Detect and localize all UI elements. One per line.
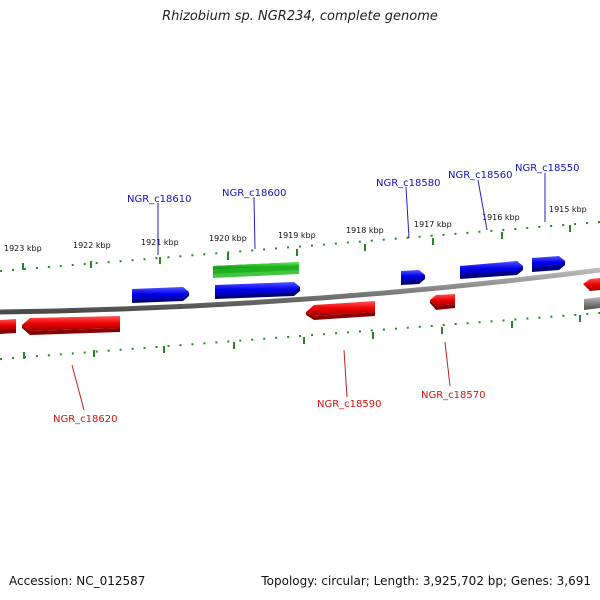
reverse-ruler	[0, 312, 600, 360]
gene-arrow-NGR_c18590[interactable]	[306, 301, 375, 320]
reverse-gene-labels: NGR_c18620 NGR_c18590 NGR_c18570	[53, 341, 486, 425]
topology-summary-text: Topology: circular; Length: 3,925,702 bp…	[261, 574, 591, 588]
kbp-label: 1921 kbp	[141, 238, 179, 247]
kbp-label: 1919 kbp	[278, 231, 316, 240]
ruler-labels: 1923 kbp 1922 kbp 1921 kbp 1920 kbp 1919…	[4, 205, 587, 253]
gene-arrow-right-edge[interactable]	[583, 278, 600, 291]
forward-ruler	[0, 221, 600, 272]
gene-arrow-NGR_c18560[interactable]	[460, 261, 523, 279]
gene-label: NGR_c18600	[222, 188, 287, 199]
map-title: Rhizobium sp. NGR234, complete genome	[162, 9, 438, 24]
gene-label: NGR_c18620	[53, 414, 118, 425]
gene-arrow-NGR_c18570[interactable]	[430, 294, 455, 310]
gene-arrow-NGR_c18610[interactable]	[132, 287, 189, 303]
gray-feature-right-edge[interactable]	[584, 297, 600, 310]
gene-arrow-NGR_c18600[interactable]	[215, 282, 300, 299]
gene-arrow-NGR_c18550[interactable]	[532, 256, 565, 272]
gene-label: NGR_c18580	[376, 178, 441, 189]
kbp-label: 1918 kbp	[346, 226, 384, 235]
kbp-label: 1915 kbp	[549, 205, 587, 214]
gene-label: NGR_c18570	[421, 390, 486, 401]
gene-label: NGR_c18590	[317, 399, 382, 410]
kbp-label: 1922 kbp	[73, 241, 111, 250]
gene-arrow-NGR_c18580[interactable]	[401, 270, 425, 285]
reverse-genes[interactable]	[0, 278, 600, 335]
gene-arrow-left-edge[interactable]	[0, 319, 16, 334]
rrna-feature[interactable]	[213, 262, 299, 278]
gene-label: NGR_c18610	[127, 194, 192, 205]
kbp-label: 1923 kbp	[4, 244, 42, 253]
genome-backbone	[0, 267, 600, 315]
kbp-label: 1917 kbp	[414, 220, 452, 229]
forward-gene-labels: NGR_c18610 NGR_c18600 NGR_c18580 NGR_c18…	[127, 163, 580, 255]
gene-arrow-NGR_c18620[interactable]	[22, 316, 120, 335]
accession-text: Accession: NC_012587	[9, 574, 146, 588]
gene-label: NGR_c18550	[515, 163, 580, 174]
kbp-label: 1920 kbp	[209, 234, 247, 243]
forward-genes[interactable]	[132, 256, 565, 303]
kbp-label: 1916 kbp	[482, 213, 520, 222]
gene-label: NGR_c18560	[448, 170, 513, 181]
